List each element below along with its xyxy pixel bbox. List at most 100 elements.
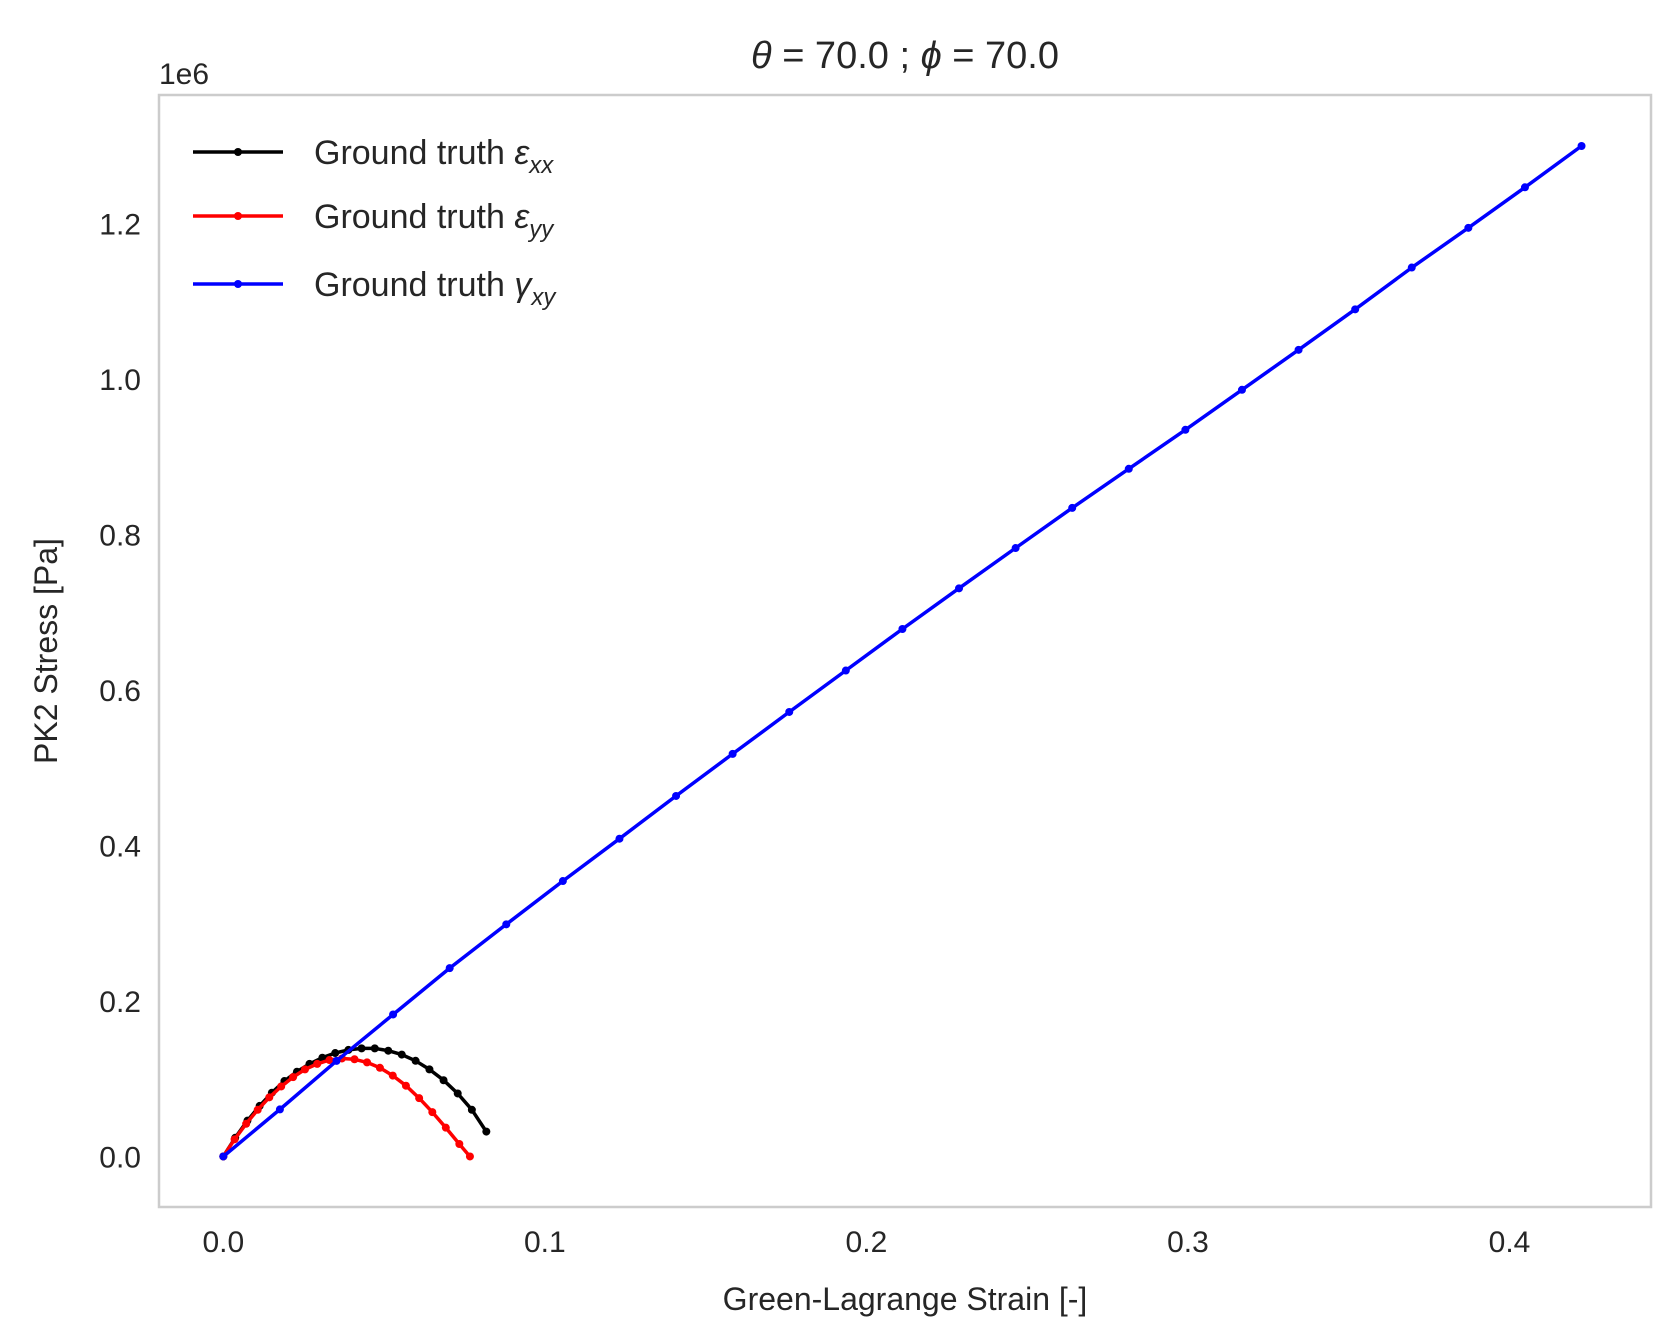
legend-symbol: ε bbox=[514, 198, 530, 236]
data-point bbox=[1011, 544, 1020, 553]
data-point bbox=[672, 791, 681, 800]
data-point bbox=[1577, 142, 1586, 151]
data-point bbox=[397, 1050, 406, 1059]
title-theta-value: = 70.0 ; bbox=[782, 35, 920, 77]
data-point bbox=[1237, 385, 1246, 394]
legend-symbol: γ bbox=[514, 266, 533, 304]
data-point bbox=[363, 1058, 372, 1067]
title-theta-symbol: θ bbox=[751, 35, 772, 77]
data-point bbox=[411, 1056, 420, 1065]
data-point bbox=[728, 749, 737, 758]
legend-label: Ground truth εyy bbox=[314, 198, 555, 243]
legend-label: Ground truth γxy bbox=[314, 266, 557, 311]
legend-marker bbox=[234, 148, 242, 156]
data-point bbox=[502, 920, 511, 929]
data-point bbox=[1520, 183, 1529, 192]
legend-marker bbox=[234, 280, 242, 288]
legend-item-xx: Ground truth εxx bbox=[193, 134, 554, 179]
x-tick-label: 0.2 bbox=[846, 1226, 888, 1259]
y-tick-label: 0.2 bbox=[99, 986, 141, 1019]
data-point bbox=[325, 1056, 334, 1065]
legend-item-xy: Ground truth γxy bbox=[193, 266, 557, 311]
data-point bbox=[428, 1108, 437, 1117]
data-point bbox=[300, 1065, 309, 1074]
data-point bbox=[1124, 464, 1133, 473]
y-tick-label: 0.8 bbox=[99, 519, 141, 552]
data-point bbox=[465, 1152, 474, 1161]
y-tick-label: 0.4 bbox=[99, 830, 141, 863]
y-tick-labels: 0.0 0.2 0.4 0.6 0.8 1.0 1.2 bbox=[99, 208, 141, 1174]
data-point bbox=[453, 1089, 462, 1098]
data-point bbox=[289, 1073, 298, 1082]
y-tick-label: 0.0 bbox=[99, 1141, 141, 1174]
x-tick-labels: 0.0 0.1 0.2 0.3 0.4 bbox=[202, 1226, 1530, 1259]
data-point bbox=[1181, 425, 1190, 434]
data-point bbox=[318, 1053, 327, 1062]
legend-label: Ground truth εxx bbox=[314, 134, 554, 179]
x-tick-label: 0.1 bbox=[524, 1226, 566, 1259]
y-tick-label: 0.6 bbox=[99, 675, 141, 708]
legend-item-yy: Ground truth εyy bbox=[193, 198, 555, 243]
data-point bbox=[350, 1055, 359, 1064]
legend-subscript: xx bbox=[528, 152, 554, 179]
data-point bbox=[1294, 345, 1303, 354]
legend-subscript: xy bbox=[530, 284, 557, 311]
legend-name: Ground truth bbox=[314, 134, 514, 172]
data-point bbox=[242, 1119, 251, 1128]
title-phi-value: = 70.0 bbox=[952, 35, 1059, 77]
data-point bbox=[253, 1105, 262, 1114]
x-tick-label: 0.0 bbox=[202, 1226, 244, 1259]
data-point bbox=[388, 1071, 397, 1080]
y-axis-label: PK2 Stress [Pa] bbox=[28, 538, 64, 764]
data-point bbox=[265, 1093, 274, 1102]
data-point bbox=[389, 1010, 398, 1019]
x-tick-label: 0.4 bbox=[1489, 1226, 1531, 1259]
data-point bbox=[357, 1044, 366, 1053]
data-point bbox=[1068, 503, 1077, 512]
data-point bbox=[455, 1140, 464, 1149]
data-point bbox=[332, 1056, 341, 1065]
y-tick-label: 1.0 bbox=[99, 364, 141, 397]
legend-subscript: yy bbox=[527, 216, 555, 243]
legend-marker bbox=[234, 212, 242, 220]
data-point bbox=[275, 1105, 284, 1114]
y-offset-label: 1e6 bbox=[159, 58, 209, 91]
data-point bbox=[375, 1063, 384, 1072]
chart-title: θ = 70.0 ; ϕ = 70.0 bbox=[751, 35, 1059, 77]
data-point bbox=[425, 1065, 434, 1074]
data-point bbox=[482, 1127, 491, 1136]
data-point bbox=[1464, 223, 1473, 232]
data-point bbox=[1351, 305, 1360, 314]
data-point bbox=[401, 1081, 410, 1090]
data-point bbox=[785, 707, 794, 716]
data-point bbox=[615, 834, 624, 843]
legend-symbol: ε bbox=[514, 134, 530, 172]
series-layer bbox=[219, 142, 1586, 1161]
title-phi-symbol: ϕ bbox=[921, 35, 942, 77]
data-point bbox=[898, 624, 907, 633]
data-point bbox=[370, 1044, 379, 1053]
legend-name: Ground truth bbox=[314, 266, 514, 304]
data-point bbox=[467, 1105, 476, 1114]
x-axis-label: Green-Lagrange Strain [-] bbox=[723, 1281, 1088, 1317]
data-point bbox=[439, 1076, 448, 1085]
series-xy bbox=[219, 142, 1586, 1161]
plot-frame bbox=[157, 93, 1653, 1209]
data-point bbox=[841, 666, 850, 675]
data-point bbox=[277, 1082, 286, 1091]
data-point bbox=[230, 1135, 239, 1144]
data-point bbox=[384, 1046, 393, 1055]
data-point bbox=[219, 1152, 228, 1161]
legend-name: Ground truth bbox=[314, 198, 514, 236]
data-point bbox=[441, 1123, 450, 1132]
y-tick-label: 1.2 bbox=[99, 208, 141, 241]
data-point bbox=[331, 1049, 340, 1058]
x-tick-label: 0.3 bbox=[1167, 1226, 1209, 1259]
data-point bbox=[415, 1094, 424, 1103]
data-point bbox=[445, 964, 454, 973]
data-point bbox=[1407, 263, 1416, 272]
data-point bbox=[558, 877, 567, 886]
data-point bbox=[955, 584, 964, 593]
